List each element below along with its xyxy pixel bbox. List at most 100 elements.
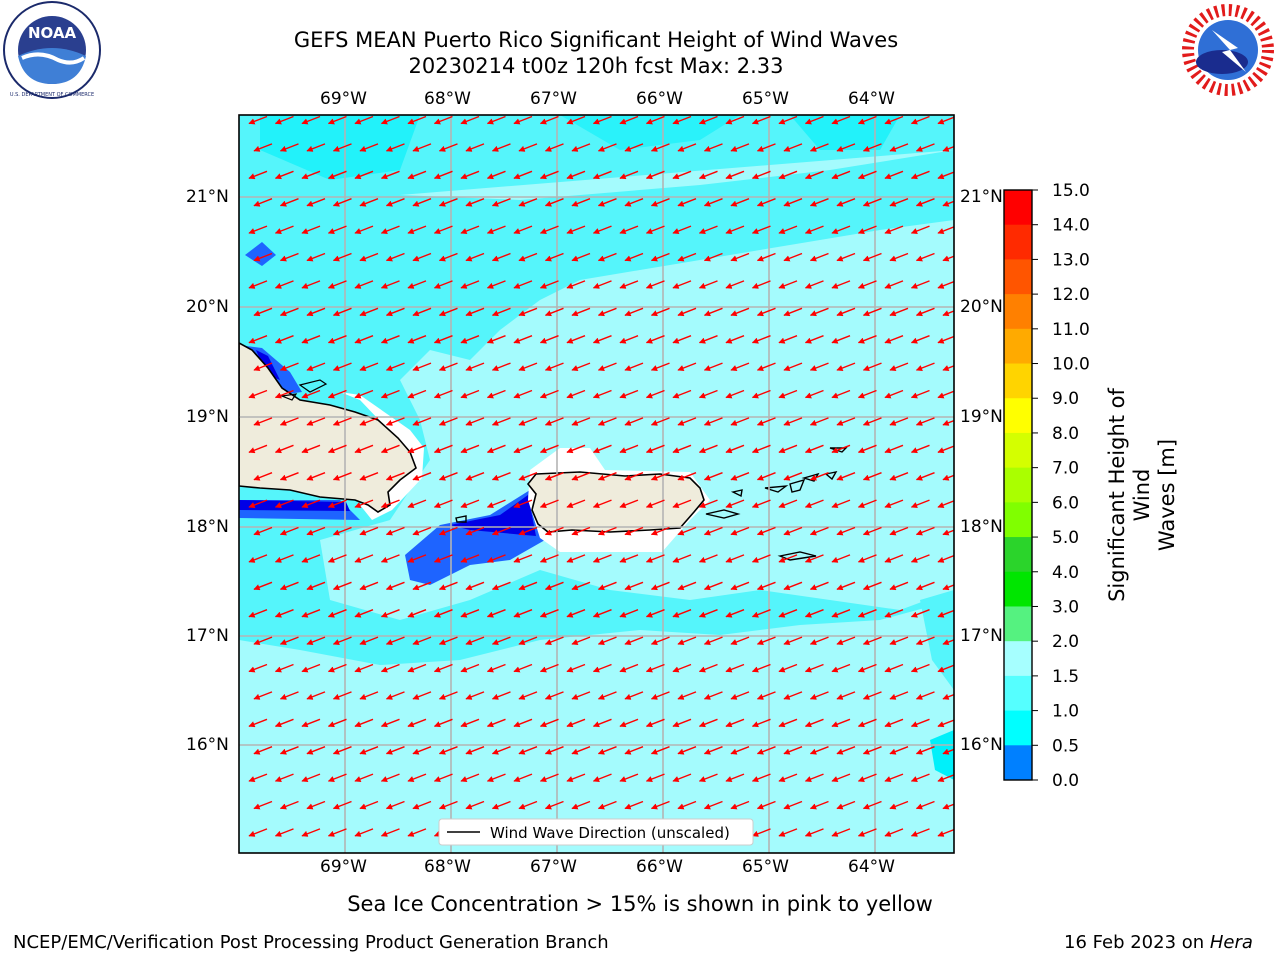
wind-arrow xyxy=(433,663,453,673)
wind-arrow xyxy=(857,718,877,728)
wind-arrow xyxy=(725,663,745,673)
wind-arrow xyxy=(650,417,670,426)
wind-arrow xyxy=(433,773,453,782)
wind-arrow xyxy=(624,636,644,645)
wind-arrow xyxy=(597,800,617,810)
wind-arrow xyxy=(460,718,480,728)
wind-arrow xyxy=(385,472,405,481)
wind-arrow xyxy=(407,444,427,454)
wind-arrow xyxy=(460,225,480,234)
wind-arrow xyxy=(836,143,856,152)
wind-arrow xyxy=(783,198,803,207)
wind-arrow xyxy=(884,828,904,837)
wind-arrow xyxy=(385,143,405,152)
wind-arrow xyxy=(619,718,639,728)
wind-arrow xyxy=(412,691,432,700)
wind-arrow xyxy=(804,609,824,618)
wind-arrow xyxy=(698,663,718,673)
wind-arrow xyxy=(942,529,954,536)
wind-arrow xyxy=(698,225,718,234)
wind-arrow xyxy=(354,170,374,180)
wind-arrow xyxy=(491,691,511,700)
wind-arrow xyxy=(253,746,273,755)
lon-label-top-69: 69°W xyxy=(320,89,367,109)
wind-arrow xyxy=(910,389,930,399)
wind-arrow xyxy=(279,307,299,317)
wind-arrow xyxy=(571,800,591,810)
wind-arrow xyxy=(937,171,954,180)
wind-arrow xyxy=(645,335,665,344)
wind-arrow xyxy=(698,170,718,180)
wind-arrow xyxy=(703,417,723,426)
wind-arrow xyxy=(910,335,930,344)
wind-arrow xyxy=(253,252,273,262)
wind-arrow xyxy=(597,691,617,700)
wind-arrow xyxy=(253,143,273,152)
wind-arrow xyxy=(597,252,617,262)
wind-arrow xyxy=(619,115,639,125)
wind-arrow xyxy=(836,362,856,371)
wind-arrow xyxy=(274,389,294,399)
wind-arrow xyxy=(809,691,829,700)
colorbar-tick-label: 12.0 xyxy=(1052,285,1090,305)
wind-arrow xyxy=(910,444,930,454)
wind-arrow xyxy=(597,526,617,536)
wind-arrow xyxy=(836,198,856,207)
wind-arrow xyxy=(650,636,670,645)
wind-arrow xyxy=(597,636,617,645)
wind-arrow xyxy=(942,200,954,207)
wind-arrow xyxy=(698,773,718,782)
wind-arrow xyxy=(730,143,750,152)
wind-arrow xyxy=(756,362,776,371)
wind-arrow xyxy=(884,170,904,180)
vieques-island xyxy=(705,509,741,519)
wind-arrow xyxy=(756,143,776,152)
wind-arrow xyxy=(836,472,856,481)
wind-arrow xyxy=(831,444,851,454)
wind-arrow xyxy=(942,255,954,262)
wind-arrow xyxy=(751,444,771,454)
wind-arrow xyxy=(809,581,829,591)
wind-arrow xyxy=(645,718,665,728)
wind-arrow xyxy=(248,389,268,399)
wind-arrow xyxy=(253,472,273,481)
wind-arrow xyxy=(619,170,639,180)
wind-arrow xyxy=(327,718,347,728)
wind-arrow xyxy=(544,691,564,700)
wind-arrow xyxy=(862,581,882,591)
wind-arrow xyxy=(937,280,954,289)
footer-date: 16 Feb 2023 on xyxy=(1064,932,1210,953)
wind-arrow xyxy=(756,252,776,262)
wind-arrow xyxy=(804,663,824,673)
wind-arrow xyxy=(831,554,851,563)
wind-arrow xyxy=(698,609,718,618)
wind-arrow xyxy=(544,472,564,481)
wind-arrow xyxy=(571,362,591,371)
wind-arrow xyxy=(730,636,750,645)
wind-arrow xyxy=(592,335,612,344)
wind-arrow xyxy=(889,307,909,317)
wind-arrow xyxy=(513,773,533,782)
wind-arrow xyxy=(836,581,856,591)
colorbar-title-line2: Waves [m] xyxy=(1155,438,1179,552)
wind-arrow xyxy=(354,663,374,673)
wind-arrow xyxy=(804,280,824,289)
wind-arrow xyxy=(412,526,432,536)
wind-arrow xyxy=(460,389,480,399)
colorbar-tick-label: 13.0 xyxy=(1052,250,1090,270)
wind-arrow xyxy=(412,307,432,317)
colorbar-swatch xyxy=(1004,745,1032,781)
wind-arrow xyxy=(332,746,352,755)
wind-arrow xyxy=(279,417,299,426)
footer-right: 16 Feb 2023 on Hera xyxy=(1064,932,1253,954)
wind-arrow xyxy=(301,718,321,728)
wind-arrow xyxy=(857,609,877,618)
wind-arrow xyxy=(332,307,352,317)
wind-arrow xyxy=(725,609,745,618)
wind-arrow xyxy=(274,663,294,673)
wind-arrow xyxy=(359,691,379,700)
wind-arrow xyxy=(433,170,453,180)
wind-arrow xyxy=(566,718,586,728)
wind-arrow xyxy=(407,115,427,125)
wind-arrow xyxy=(624,307,644,317)
